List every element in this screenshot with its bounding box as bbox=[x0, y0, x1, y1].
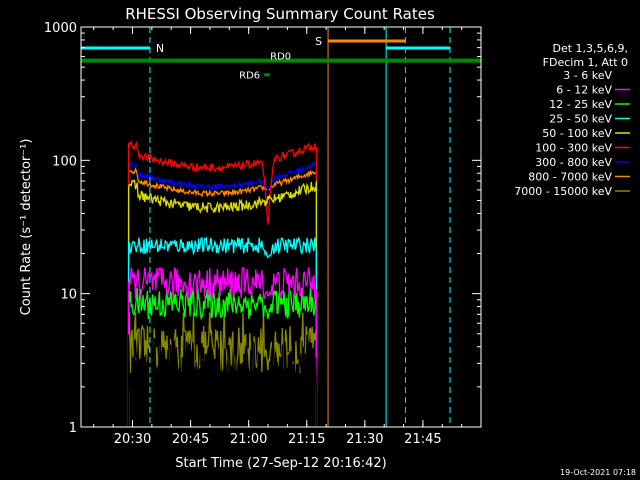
legend-label: 7000 - 15000 keV bbox=[514, 185, 612, 198]
rd0-label: RD0 bbox=[270, 52, 291, 63]
x-tick-label: 21:45 bbox=[404, 432, 441, 447]
y-tick-label: 1000 bbox=[44, 21, 77, 36]
x-axis-label: Start Time (27-Sep-12 20:16:42) bbox=[175, 456, 386, 471]
series-line bbox=[127, 140, 318, 427]
legend-label: 3 - 6 keV bbox=[563, 69, 612, 82]
legend-header: Det 1,3,5,6,9, bbox=[552, 42, 628, 55]
axis-layer: 20:30 20:45 21:00 21:15 21:30 21:45 1 10 100 1000 bbox=[44, 21, 482, 447]
x-tick-label: 21:30 bbox=[346, 432, 383, 447]
saa-label: S bbox=[315, 35, 322, 48]
legend-label: 300 - 800 keV bbox=[535, 156, 612, 169]
series-line bbox=[127, 179, 318, 427]
x-tick-label: 20:45 bbox=[172, 432, 209, 447]
series-layer bbox=[127, 140, 318, 427]
y-tick-label: 10 bbox=[60, 288, 77, 303]
x-tick-label: 21:15 bbox=[288, 432, 325, 447]
rd6-label: RD6 bbox=[239, 71, 260, 82]
x-tick-label: 20:30 bbox=[114, 432, 151, 447]
x-tick-label: 21:00 bbox=[230, 432, 267, 447]
footer-timestamp: 19-Oct-2021 07:18 bbox=[560, 468, 636, 477]
legend-label: 25 - 50 keV bbox=[549, 113, 612, 126]
y-tick-label: 100 bbox=[52, 154, 77, 169]
plot-frame bbox=[80, 26, 482, 428]
y-axis-label: Count Rate (s⁻¹ detector⁻¹) bbox=[19, 139, 34, 316]
legend-label: 50 - 100 keV bbox=[542, 127, 612, 140]
legend-label: 800 - 7000 keV bbox=[528, 171, 612, 184]
series-line bbox=[127, 167, 318, 427]
legend-label: 6 - 12 keV bbox=[556, 84, 612, 97]
legend-label: 12 - 25 keV bbox=[549, 98, 612, 111]
chart-title: RHESSI Observing Summary Count Rates bbox=[125, 5, 435, 23]
series-line bbox=[127, 333, 318, 427]
y-tick-label: 1 bbox=[69, 421, 77, 436]
series-line bbox=[127, 266, 318, 427]
series-line bbox=[127, 236, 318, 427]
legend-header: FDecim 1, Att 0 bbox=[543, 56, 628, 69]
night-label: N bbox=[156, 42, 164, 55]
series-line bbox=[127, 287, 318, 427]
series-line bbox=[127, 160, 318, 427]
legend-label: 100 - 300 keV bbox=[535, 142, 612, 155]
legend: Det 1,3,5,6,9,FDecim 1, Att 03 - 6 keV 6 … bbox=[514, 42, 630, 198]
